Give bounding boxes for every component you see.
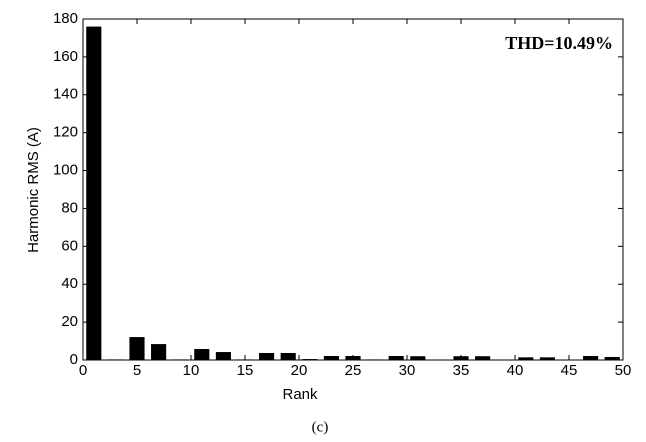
bar [475, 356, 491, 360]
x-axis-label: Rank [282, 386, 318, 403]
x-tick-label: 40 [507, 362, 524, 379]
bar [259, 352, 275, 360]
x-tick-label: 5 [133, 362, 141, 379]
y-tick-label: 20 [61, 313, 78, 330]
y-tick-label: 160 [53, 48, 78, 65]
bar [583, 356, 599, 360]
annotation: THD=10.49% [505, 33, 613, 53]
x-tick-label: 15 [237, 362, 254, 379]
bar [215, 352, 231, 360]
y-tick-label: 80 [61, 199, 78, 216]
caption: (c) [312, 419, 329, 435]
y-axis-label: Harmonic RMS (A) [25, 127, 42, 253]
bar [280, 352, 296, 360]
x-tick-label: 50 [615, 362, 632, 379]
y-tick-label: 100 [53, 162, 78, 179]
y-tick-label: 180 [53, 10, 78, 27]
bar [86, 26, 102, 360]
y-tick-label: 0 [70, 351, 78, 368]
bar [194, 349, 210, 360]
bar [151, 344, 167, 360]
bar [410, 356, 426, 360]
x-tick-label: 20 [291, 362, 308, 379]
y-tick-label: 140 [53, 86, 78, 103]
bar [129, 337, 145, 360]
x-tick-label: 35 [453, 362, 470, 379]
plot-frame [82, 18, 624, 361]
y-tick-label: 120 [53, 124, 78, 141]
bar [604, 356, 620, 360]
x-tick-label: 10 [183, 362, 200, 379]
x-tick-label: 0 [79, 362, 87, 379]
bar [323, 356, 339, 360]
y-tick-label: 40 [61, 275, 78, 292]
x-tick-label: 45 [561, 362, 578, 379]
bar [518, 357, 534, 360]
x-tick-label: 30 [399, 362, 416, 379]
bar [539, 357, 555, 360]
bar [388, 356, 404, 360]
y-tick-label: 60 [61, 237, 78, 254]
x-tick-label: 25 [345, 362, 362, 379]
